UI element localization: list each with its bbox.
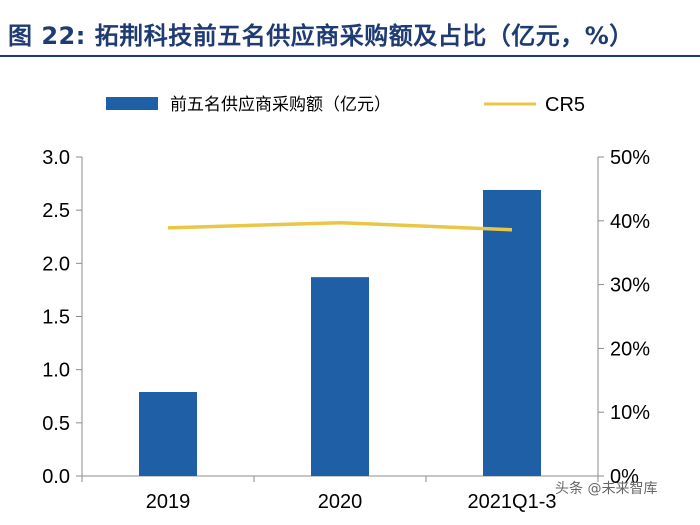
axes: 0.0 0.5 1.0 1.5 2.0 2.5 3.0 0% 10% 20% 30% 40% 50% <box>42 147 650 488</box>
bar <box>139 391 197 476</box>
y-tick-label-right: 40% <box>610 211 650 233</box>
watermark: 头条 @未来智库 <box>555 481 658 497</box>
legend-bar-swatch <box>106 97 158 110</box>
cr5-line <box>167 220 513 232</box>
x-tick-label: 2021Q1-3 <box>468 491 557 513</box>
y-tick-label-right: 20% <box>610 338 650 360</box>
x-tick-label: 2020 <box>318 491 363 513</box>
y-tick-label-left: 1.0 <box>42 360 70 382</box>
title-divider <box>0 55 700 57</box>
y-tick-label-right: 0% <box>610 466 639 488</box>
bar <box>311 277 369 476</box>
y-tick-label-right: 50% <box>610 147 650 169</box>
legend-bar-label: 前五名供应商采购额（亿元） <box>170 95 391 115</box>
y-tick-label-left: 2.5 <box>42 200 70 222</box>
y-tick-label-right: 10% <box>610 402 650 424</box>
y-tick-label-left: 1.5 <box>42 307 70 329</box>
y-tick-label-left: 2.0 <box>42 253 70 275</box>
x-tick-label: 2019 <box>146 491 191 513</box>
legend-line-label: CR5 <box>545 94 585 116</box>
bars <box>139 189 541 477</box>
bar <box>483 189 541 477</box>
y-tick-label-left: 0.5 <box>42 413 70 435</box>
x-axis-labels: 2019 2020 2021Q1-3 <box>146 491 557 513</box>
y-tick-label-left: 3.0 <box>42 147 70 169</box>
y-tick-label-left: 0.0 <box>42 466 70 488</box>
line-series <box>167 220 513 232</box>
chart-title: 图 22: 拓荆科技前五名供应商采购额及占比（亿元，%） <box>8 22 634 50</box>
legend: 前五名供应商采购额（亿元） CR5 <box>106 94 585 116</box>
y-tick-label-right: 30% <box>610 275 650 297</box>
